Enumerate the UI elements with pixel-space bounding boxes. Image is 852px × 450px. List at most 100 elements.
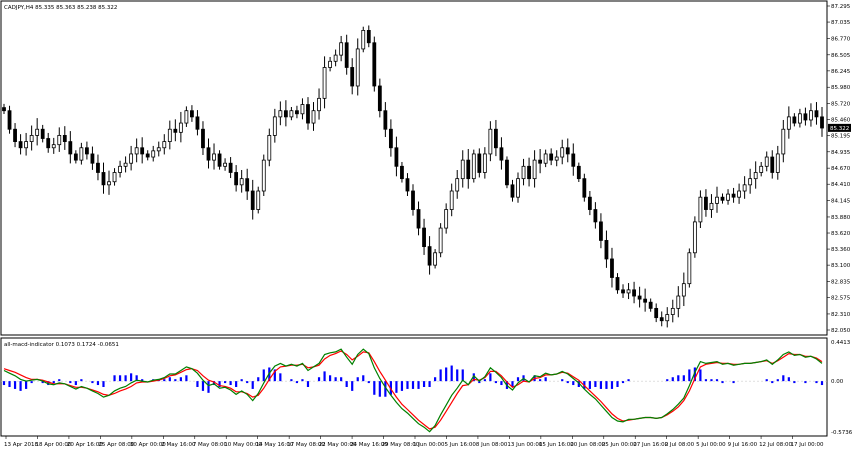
candle-body [300, 104, 305, 115]
candle-body [748, 178, 753, 186]
candle-body [687, 252, 692, 285]
candle-body [510, 184, 515, 198]
candle-body [764, 156, 769, 167]
candle-body [85, 147, 89, 155]
candle-body [681, 283, 686, 297]
candle-body [57, 135, 62, 146]
price-tick-label: 83.100 [831, 263, 851, 269]
candle-body [234, 172, 239, 186]
candle-body [383, 110, 388, 130]
indicator-axis: 0.4413 0.00 -0.5736 [831, 340, 852, 436]
time-tick-label: 30 Apr 00:00 [130, 442, 166, 448]
candle-body [770, 156, 775, 173]
candle-body [355, 48, 360, 87]
time-tick-label: 1 Jun 00:00 [413, 442, 445, 448]
candle-body [24, 141, 29, 149]
candle-body [2, 107, 6, 112]
price-tick-label: 85.720 [831, 101, 851, 107]
time-tick-label: 27 Jun 16:00 [633, 442, 668, 448]
candle-body [40, 128, 45, 139]
candle-body [654, 307, 659, 319]
candle-body [206, 147, 211, 161]
price-tick-label: 83.620 [831, 231, 851, 237]
time-tick-label: 14 May 16:00 [256, 442, 294, 448]
candle-body [444, 209, 449, 229]
candle-body [621, 289, 625, 294]
candle-body [809, 110, 813, 121]
candle-body [720, 196, 725, 201]
current-price-label: 85.322 [828, 123, 851, 132]
candle-body [123, 162, 128, 167]
candle-body [715, 196, 719, 204]
candle-body [29, 135, 34, 142]
candle-body [422, 227, 426, 248]
candle-body [466, 159, 471, 180]
candle-body [250, 190, 255, 210]
candle-body [151, 150, 156, 158]
time-tick-label: 2 Jul 08:00 [665, 442, 695, 448]
candle-body [637, 295, 642, 300]
candle-body [692, 221, 697, 254]
candle-body [560, 147, 565, 158]
candle-body [759, 165, 764, 173]
candle-body [35, 128, 40, 136]
candle-body [201, 128, 205, 149]
candle-body [328, 60, 332, 68]
candle-body [820, 116, 824, 129]
candle-body [217, 153, 222, 167]
candle-body [582, 178, 587, 198]
candle-body [51, 144, 56, 149]
candle-body [212, 153, 216, 161]
main-price-panel[interactable] [0, 0, 828, 336]
time-tick-label: 17 Jul 00:00 [791, 442, 824, 448]
candle-body [245, 178, 250, 192]
price-tick-label: 86.505 [831, 53, 851, 59]
candle-body [726, 193, 730, 201]
time-tick-label: 13 Jun 00:00 [507, 442, 542, 448]
candle-body [366, 30, 371, 44]
main-panel-title: CADJPY,H4 85.335 85.363 85.238 85.322 [4, 5, 117, 11]
candle-body [543, 153, 548, 164]
candle-body [593, 209, 598, 223]
candle-body [195, 116, 200, 130]
candle-body [344, 42, 349, 68]
candle-body [68, 141, 73, 155]
time-tick-label: 25 Jun 00:00 [602, 442, 637, 448]
candle-body [239, 178, 244, 186]
macd-histogram [2, 365, 824, 397]
time-tick-label: 18 Apr 00:00 [35, 442, 71, 448]
candle-body [162, 141, 167, 149]
candle-body [731, 193, 736, 198]
candle-body [190, 110, 194, 118]
candle-body [112, 172, 117, 183]
candle-body [610, 258, 614, 278]
time-tick-label: 20 Jun 08:00 [570, 442, 605, 448]
indicator-tick-label: 0.4413 [831, 340, 851, 346]
candle-body [96, 162, 100, 173]
candle-body [129, 153, 134, 164]
candle-body [554, 156, 559, 161]
candle-body [482, 153, 487, 173]
price-tick-label: 87.295 [831, 4, 851, 10]
candle-body [295, 110, 299, 115]
candle-body [786, 116, 791, 130]
price-tick-label: 83.360 [831, 247, 851, 253]
candle-body [261, 159, 266, 192]
candle-body [670, 307, 675, 315]
time-tick-label: 12 Jul 08:00 [759, 442, 792, 448]
candle-body [256, 190, 261, 210]
price-tick-label: 82.835 [831, 280, 851, 286]
time-tick-label: 7 May 08:00 [193, 442, 228, 448]
candle-body [350, 67, 355, 87]
candle-body [184, 110, 189, 124]
candle-body [615, 277, 620, 291]
price-tick-label: 86.245 [831, 69, 851, 75]
candle-body [576, 165, 581, 180]
candle-body [107, 181, 111, 186]
price-tick-label: 86.770 [831, 36, 851, 42]
candle-body [289, 110, 294, 118]
time-tick-label: 22 May 00:00 [319, 442, 357, 448]
candle-body [416, 209, 421, 229]
